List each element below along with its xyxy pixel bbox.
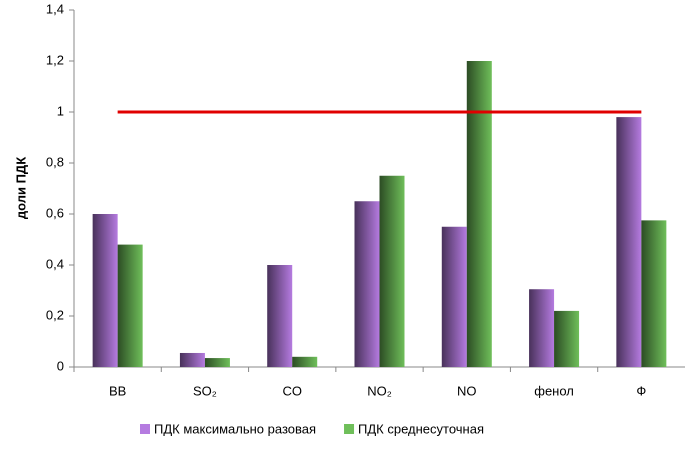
y-tick-label: 0,4 — [46, 256, 64, 271]
legend-label: ПДК максимально разовая — [154, 421, 316, 436]
bar — [529, 289, 555, 367]
bar — [179, 352, 205, 367]
y-tick-label: 0,6 — [46, 205, 64, 220]
y-tick-label: 1,4 — [46, 1, 64, 16]
legend-label: ПДК среднесуточная — [358, 421, 484, 436]
bar — [641, 220, 667, 367]
x-tick-label: Ф — [636, 383, 646, 398]
bar — [354, 201, 380, 367]
bar — [92, 214, 118, 367]
bar — [616, 117, 642, 367]
bar — [441, 226, 467, 367]
bar — [267, 265, 293, 367]
x-tick-label: SO₂ — [193, 383, 217, 398]
y-tick-label: 0 — [57, 358, 64, 373]
bar — [379, 175, 405, 367]
x-tick-label: NO₂ — [367, 383, 392, 398]
bar — [117, 244, 143, 367]
y-tick-label: 1 — [57, 103, 64, 118]
y-tick-label: 0,8 — [46, 154, 64, 169]
legend-swatch — [140, 424, 150, 434]
y-tick-label: 0,2 — [46, 307, 64, 322]
bar — [292, 356, 318, 367]
bar — [204, 358, 230, 367]
y-tick-label: 1,2 — [46, 52, 64, 67]
bar — [466, 61, 492, 367]
x-tick-label: фенол — [534, 383, 574, 398]
x-tick-label: NO — [457, 383, 477, 398]
legend-swatch — [344, 424, 355, 434]
x-tick-label: ВВ — [109, 383, 126, 398]
bar — [554, 310, 580, 367]
x-tick-label: CO — [282, 383, 302, 398]
y-axis-label: доли ПДК — [13, 157, 28, 219]
